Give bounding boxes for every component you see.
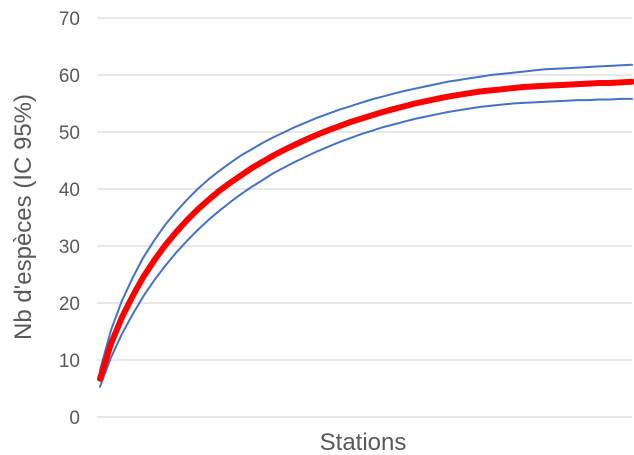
series-line-2 (99, 97, 633, 388)
y-tick-label-40: 40 (59, 180, 80, 201)
y-tick-label-50: 50 (59, 123, 80, 144)
x-axis-title: Stations (320, 429, 407, 455)
series-line-1 (99, 63, 633, 372)
series-lines (97, 63, 634, 388)
y-tick-label-30: 30 (59, 237, 80, 258)
y-tick-labels: 0 10 20 30 40 50 60 70 (59, 9, 80, 429)
y-tick-label-70: 70 (59, 9, 80, 30)
y-tick-label-60: 60 (59, 66, 80, 87)
series-line-3 (97, 78, 634, 382)
y-tick-label-10: 10 (59, 351, 80, 372)
gridlines (97, 17, 632, 418)
y-tick-label-20: 20 (59, 294, 80, 315)
y-axis-title: Nb d'espèces (IC 95%) (10, 94, 37, 340)
y-tick-label-0: 0 (69, 408, 80, 429)
